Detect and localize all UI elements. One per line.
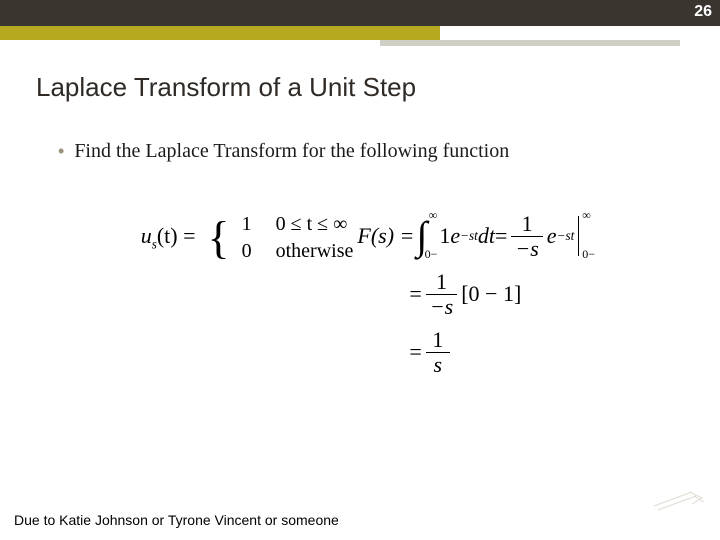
eq2-frac-den: −s xyxy=(511,237,542,260)
int-lower: 0− xyxy=(425,247,438,262)
attribution-text: Due to Katie Johnson or Tyrone Vincent o… xyxy=(14,512,339,528)
brace-icon: { xyxy=(208,215,230,261)
eq1-var: u xyxy=(141,223,152,248)
eq2-frac-num: 1 xyxy=(518,212,537,235)
eq2-lhs: F(s) = xyxy=(357,223,414,249)
eq1-row2-cond: otherwise xyxy=(276,240,354,263)
eq2-exp: −st xyxy=(460,228,478,244)
page-number: 26 xyxy=(694,3,712,21)
eq1-row2-val: 0 xyxy=(242,240,252,263)
eq4-frac: 1 s xyxy=(426,328,450,375)
eq4-prefix: = xyxy=(409,339,421,365)
eq2-frac: 1 −s xyxy=(511,212,542,259)
eq1-row1-cond: 0 ≤ t ≤ ∞ xyxy=(276,213,348,236)
equations-region: us(t) = { 1 0 ≤ t ≤ ∞ 0 otherwise F(s) =… xyxy=(0,178,720,374)
equation-derivation: F(s) = ∫ ∞ 0− 1 e−st dt = 1 −s e−st ∞ 0− xyxy=(357,214,579,374)
integral-icon: ∫ ∞ 0− xyxy=(416,216,427,256)
eq2-dt: dt xyxy=(478,223,495,249)
eq1-row1-val: 1 xyxy=(242,213,252,236)
equation-piecewise: us(t) = { 1 0 ≤ t ≤ ∞ 0 otherwise xyxy=(141,213,354,263)
eq3-frac-num: 1 xyxy=(432,270,451,293)
corner-flourish-icon xyxy=(652,484,704,514)
eq4-frac-num: 1 xyxy=(428,328,447,351)
accent-stripe-gray xyxy=(380,40,680,46)
eq2-rhs-e: e xyxy=(547,223,557,249)
evaluation-bar-icon: ∞ 0− xyxy=(578,216,579,256)
int-upper: ∞ xyxy=(429,208,438,223)
bullet-item: • Find the Laplace Transform for the fol… xyxy=(58,140,509,163)
eq3-frac: 1 −s xyxy=(426,270,457,317)
eq3-frac-den: −s xyxy=(426,295,457,318)
equation-line-2: F(s) = ∫ ∞ 0− 1 e−st dt = 1 −s e−st ∞ 0− xyxy=(357,214,579,258)
eval-upper: ∞ xyxy=(582,208,591,223)
page-title: Laplace Transform of a Unit Step xyxy=(36,72,416,103)
eq3-bracket: [0 − 1] xyxy=(461,281,521,307)
equation-line-3: = 1 −s [0 − 1] xyxy=(409,272,521,316)
eval-lower: 0− xyxy=(582,247,595,262)
eq4-frac-den: s xyxy=(430,353,447,376)
eq2-equals: = xyxy=(495,223,507,249)
bullet-text: Find the Laplace Transform for the follo… xyxy=(74,140,509,163)
header-bar: 26 xyxy=(0,0,720,26)
eq2-one: 1 xyxy=(439,223,450,249)
eq2-rhs-exp: −st xyxy=(557,228,575,244)
accent-stripe-olive xyxy=(0,26,440,40)
eq1-arg: (t) = xyxy=(157,223,196,248)
bullet-dot-icon: • xyxy=(58,142,64,160)
eq2-e: e xyxy=(450,223,460,249)
eq3-prefix: = xyxy=(409,281,421,307)
equation-line-4: = 1 s xyxy=(409,330,453,374)
